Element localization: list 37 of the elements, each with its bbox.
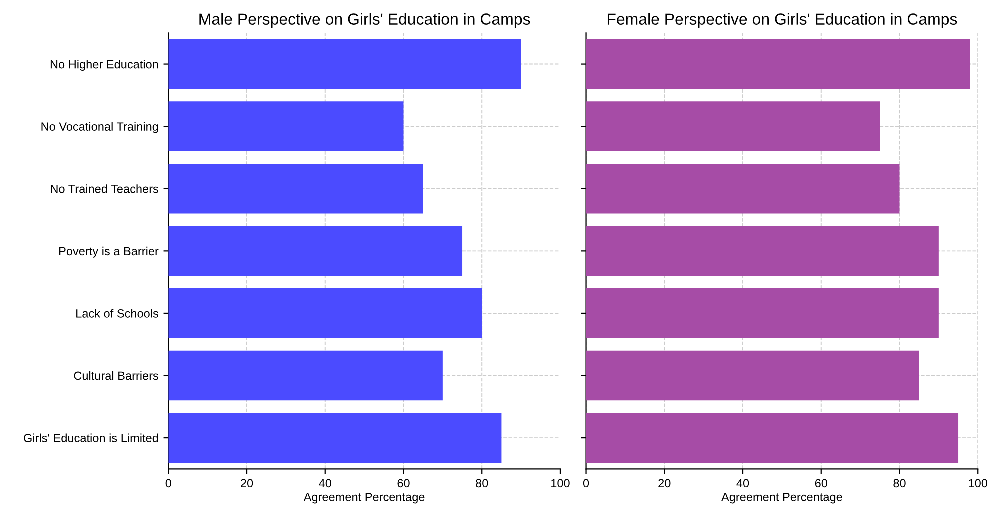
x-tick-label: 60 xyxy=(815,479,828,488)
bar xyxy=(586,164,900,214)
bar xyxy=(168,413,502,463)
bar xyxy=(586,288,939,338)
bar xyxy=(586,413,959,463)
x-tick-label: 40 xyxy=(319,479,332,488)
bar xyxy=(168,226,463,276)
y-tick-label: No Higher Education xyxy=(50,60,158,72)
bar xyxy=(168,39,522,90)
bar xyxy=(168,164,424,214)
y-tick-label: Lack of Schools xyxy=(76,309,158,318)
x-axis-title: Agreement Percentage xyxy=(722,493,842,504)
x-tick-label: 60 xyxy=(398,479,410,488)
x-tick-label: 40 xyxy=(736,479,750,488)
bar xyxy=(168,350,443,401)
chart-title: Male Perspective on Girls' Education in Camps xyxy=(200,13,530,28)
x-tick-label: 100 xyxy=(969,479,988,488)
x-tick-label: 100 xyxy=(552,479,570,488)
bar xyxy=(586,102,880,152)
x-tick-label: 80 xyxy=(476,479,488,488)
bar xyxy=(586,350,920,401)
bar xyxy=(586,39,970,90)
x-tick-label: 80 xyxy=(894,479,906,488)
x-tick-label: 20 xyxy=(658,479,671,488)
bar xyxy=(168,102,404,152)
x-axis-title: Agreement Percentage xyxy=(304,493,425,504)
bar xyxy=(168,288,482,338)
bar xyxy=(586,226,939,276)
y-tick-label: Girls' Education is Limited xyxy=(24,434,158,442)
x-tick-label: 20 xyxy=(241,479,254,488)
y-tick-label: Cultural Barriers xyxy=(74,371,158,380)
y-tick-label: No Vocational Training xyxy=(42,122,158,134)
chart-title: Female Perspective on Girls' Education in Camps xyxy=(608,13,958,28)
y-tick-label: No Trained Teachers xyxy=(51,184,158,194)
x-tick-label: 0 xyxy=(583,479,590,488)
y-tick-label: Poverty is a Barrier xyxy=(60,246,159,258)
x-tick-label: 0 xyxy=(166,479,172,488)
